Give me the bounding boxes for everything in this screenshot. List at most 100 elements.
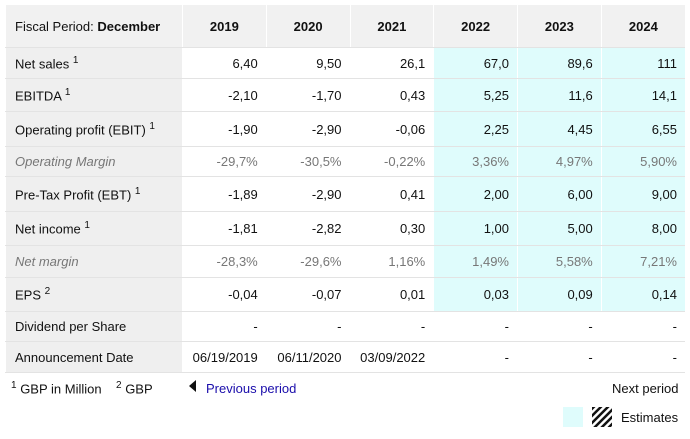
table-row: EBITDA 1 -2,10 -1,70 0,43 5,25 11,6 14,1 — [5, 78, 685, 112]
row-label-text: Net sales — [15, 56, 70, 72]
previous-period-link[interactable]: Previous period — [206, 381, 297, 396]
table-row: Pre-Tax Profit (EBT) 1 -1,89 -2,90 0,41 2,00… — [5, 176, 685, 212]
value-cell: -30,5% — [265, 146, 350, 177]
row-note: 1 — [64, 86, 71, 98]
year-header: 2021 — [349, 5, 434, 48]
footnote-mark: 1 — [11, 380, 17, 391]
footnote-text: GBP — [125, 381, 153, 397]
row-label: Operating Margin — [5, 146, 183, 177]
value-cell: 5,00 — [517, 211, 602, 246]
row-label: Operating profit (EBIT) 1 — [5, 111, 183, 147]
table-row: Net income 1 -1,81 -2,82 0,30 1,00 5,00 8,00 — [5, 211, 685, 246]
row-label-text: EBITDA — [15, 88, 62, 104]
row-label: Net sales 1 — [5, 47, 183, 79]
value-cell: - — [433, 311, 518, 342]
value-cell: 0,41 — [349, 176, 434, 212]
row-label: Dividend per Share — [5, 311, 183, 342]
value-cell: 2,25 — [433, 111, 518, 147]
table-row: Net margin -28,3% -29,6% 1,16% 1,49% 5,58% 7,2… — [5, 245, 685, 278]
value-cell: -2,90 — [265, 176, 350, 212]
value-cell: 1,49% — [433, 245, 518, 278]
value-cell: 4,45 — [517, 111, 602, 147]
row-label-text: Pre-Tax Profit (EBT) — [15, 187, 132, 203]
value-cell: 89,6 — [517, 47, 602, 79]
row-note: 1 — [72, 54, 79, 66]
value-cell: 6,40 — [182, 47, 267, 79]
value-cell: 7,21% — [600, 245, 685, 278]
table-row: EPS 2 -0,04 -0,07 0,01 0,03 0,09 0,14 — [5, 277, 685, 312]
value-cell: - — [433, 341, 518, 373]
period-label: Fiscal Period: — [15, 18, 94, 34]
value-cell: 111 — [600, 47, 685, 79]
table-row: Net sales 1 6,40 9,50 26,1 67,0 89,6 111 — [5, 47, 685, 79]
row-note: 2 — [44, 286, 51, 298]
value-cell: 0,30 — [349, 211, 434, 246]
footnote: 2 GBP — [116, 380, 153, 396]
value-cell: - — [517, 341, 602, 373]
year-header: 2022 — [433, 5, 518, 48]
footnote-text: GBP in Million — [20, 381, 102, 397]
year-header: 2019 — [182, 5, 267, 48]
value-cell: 9,50 — [265, 47, 350, 79]
value-cell: 06/11/2020 — [265, 341, 350, 373]
row-label-text: Announcement Date — [15, 349, 134, 365]
value-cell: -2,10 — [182, 78, 267, 112]
year-header: 2023 — [517, 5, 602, 48]
prev-arrow[interactable] — [189, 380, 196, 392]
next-period-link[interactable]: Next period — [612, 381, 679, 396]
value-cell: - — [517, 311, 602, 342]
value-cell: 2,00 — [433, 176, 518, 212]
value-cell: 6,00 — [517, 176, 602, 212]
value-cell: 26,1 — [349, 47, 434, 79]
value-cell: -28,3% — [182, 245, 267, 278]
row-label: Pre-Tax Profit (EBT) 1 — [5, 176, 183, 212]
value-cell: -0,06 — [349, 111, 434, 147]
row-label-text: Dividend per Share — [15, 319, 127, 334]
table-row: Operating Margin -29,7% -30,5% -0,22% 3,36% 4… — [5, 146, 685, 177]
value-cell: 1,00 — [433, 211, 518, 246]
value-cell: 14,1 — [600, 78, 685, 112]
row-label: EBITDA 1 — [5, 78, 183, 112]
value-cell: -0,22% — [349, 146, 434, 177]
value-cell: -1,70 — [265, 78, 350, 112]
value-cell: -2,90 — [265, 111, 350, 147]
value-cell: 4,97% — [517, 146, 602, 177]
value-cell: 5,90% — [600, 146, 685, 177]
value-cell: -29,6% — [265, 245, 350, 278]
value-cell: - — [600, 311, 685, 342]
row-label-text: EPS — [15, 287, 42, 303]
period-value: December — [97, 18, 161, 34]
value-cell: 6,55 — [600, 111, 685, 147]
value-cell: -0,07 — [265, 277, 350, 312]
value-cell: - — [600, 341, 685, 373]
value-cell: - — [349, 311, 434, 342]
value-cell: 11,6 — [517, 78, 602, 112]
value-cell: 0,03 — [433, 277, 518, 312]
value-cell: -2,82 — [265, 211, 350, 246]
value-cell: 5,25 — [433, 78, 518, 112]
value-cell: 06/19/2019 — [182, 341, 267, 373]
year-header: 2024 — [600, 5, 685, 48]
hatch-swatch — [592, 407, 612, 427]
footnote-mark: 2 — [116, 380, 122, 391]
financials-table: Fiscal Period: December 2019 2020 2021 2022… — [5, 5, 685, 373]
value-cell: 1,16% — [349, 245, 434, 278]
value-cell: - — [265, 311, 350, 342]
row-note: 1 — [84, 220, 90, 232]
value-cell: -1,90 — [182, 111, 267, 147]
footnote: 1 GBP in Million — [11, 380, 102, 396]
value-cell: 9,00 — [600, 176, 685, 212]
value-cell: 0,01 — [349, 277, 434, 312]
period-header: Fiscal Period: December — [5, 5, 183, 48]
row-label-text: Operating profit (EBIT) — [15, 122, 146, 138]
table-row: Dividend per Share - - - - - - — [5, 311, 685, 342]
table-row: Announcement Date 06/19/2019 06/11/2020 03/… — [5, 341, 685, 373]
value-cell: -0,04 — [182, 277, 267, 312]
value-cell: 67,0 — [433, 47, 518, 79]
row-note: 1 — [149, 120, 155, 132]
row-label-text: Net income — [15, 221, 81, 237]
row-label-text: Net margin — [15, 254, 79, 269]
value-cell: 0,09 — [517, 277, 602, 312]
header-row: Fiscal Period: December 2019 2020 2021 2022… — [5, 5, 685, 48]
value-cell: 3,36% — [433, 146, 518, 177]
